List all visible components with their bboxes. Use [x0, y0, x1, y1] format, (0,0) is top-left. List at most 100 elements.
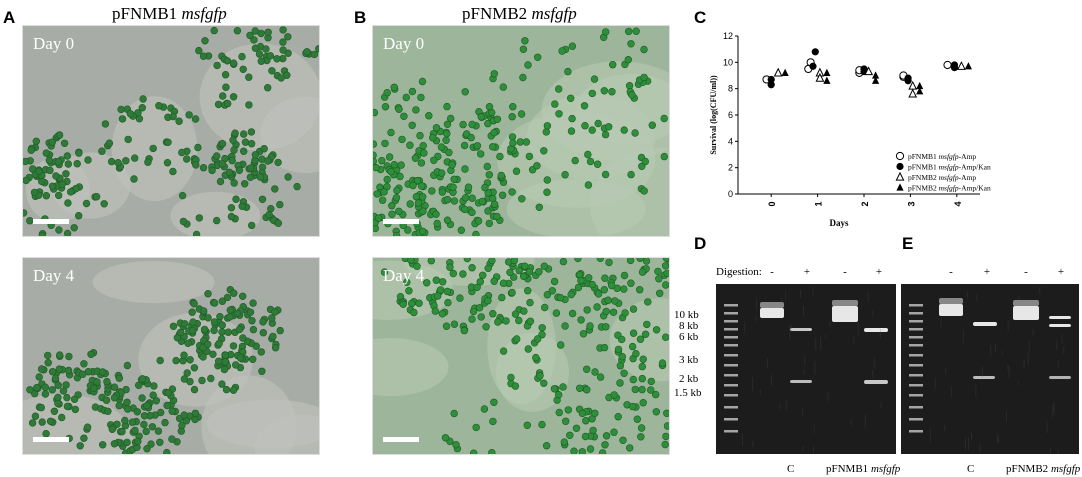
gel-d-lane-mark-3: - [838, 266, 852, 278]
data-point-series-1 [944, 61, 951, 68]
survival-chart-points [763, 48, 972, 97]
ladder-band [909, 328, 923, 331]
survival-chart-axes: 0246810120 1 2 3 4DaysSurvival (log(CFU/ml)) [710, 31, 980, 228]
x-tick-label: 4 [953, 201, 963, 206]
ladder-band [909, 384, 923, 387]
gel-band [1013, 300, 1039, 306]
gel-e-lane-mark-2: + [980, 266, 994, 278]
ladder-band [909, 354, 923, 357]
digestion-label: Digestion: [716, 266, 762, 278]
gel-d-label-plasmid-main: pFNMB1 [826, 463, 868, 475]
gel-d-lane-mark-1: - [765, 266, 779, 278]
data-point-series-4 [782, 69, 789, 76]
ladder-band [909, 394, 923, 397]
size-label-3kb: 3 kb [679, 354, 698, 366]
micrograph-b-day4-cells [373, 258, 669, 454]
y-tick-label: 10 [723, 57, 733, 67]
ladder-band [909, 344, 923, 347]
scale-bar-b-day0 [383, 219, 419, 224]
ladder-band [724, 418, 738, 421]
gel-e-lane-mark-1: - [944, 266, 958, 278]
legend-label-4: pFNMB2 msfgfp-Amp/Kan [908, 184, 991, 193]
panel-a-title-main: pFNMB1 [112, 4, 177, 23]
scale-bar-a-day0 [33, 219, 69, 224]
ladder-band [909, 430, 923, 433]
size-label-1-5kb: 1.5 kb [674, 387, 702, 399]
gel-band [864, 380, 888, 384]
y-tick-label: 0 [728, 189, 733, 199]
y-tick-label: 8 [728, 84, 733, 94]
x-tick-label: 1 [814, 201, 824, 206]
panel-a-title-italic: msfgfp [181, 4, 226, 23]
gel-d-label-plasmid: pFNMB1 msfgfp [826, 463, 900, 475]
panel-letter-e: E [902, 234, 913, 254]
gel-band [760, 302, 784, 308]
micrograph-b-day0-cells [373, 26, 669, 236]
legend-marker-2 [896, 163, 903, 170]
x-tick-label: 3 [906, 201, 916, 206]
data-point-series-2 [812, 48, 819, 55]
day-label-b-day0: Day 0 [383, 34, 424, 54]
gel-e-label-plasmid-main: pFNMB2 [1006, 463, 1048, 475]
ladder-band [724, 304, 738, 307]
ladder-band [909, 406, 923, 409]
y-axis-label: Survival (log(CFU/ml)) [710, 75, 718, 155]
gel-d-bands [716, 284, 896, 454]
ladder-band [724, 364, 738, 367]
ladder-band [724, 336, 738, 339]
gel-d-label-c: C [787, 463, 794, 475]
gel-band [832, 306, 858, 322]
ladder-band [724, 406, 738, 409]
panel-letter-b: B [354, 8, 366, 28]
ladder-band [724, 320, 738, 323]
day-label-a-day0: Day 0 [33, 34, 74, 54]
data-point-series-4 [872, 71, 879, 78]
gel-band [760, 308, 784, 318]
ladder-band [909, 364, 923, 367]
gel-band [790, 380, 812, 383]
gel-band [1049, 316, 1071, 319]
gel-e-bands [901, 284, 1079, 454]
legend-marker-1 [896, 152, 903, 159]
scale-bar-b-day4 [383, 437, 419, 442]
gel-d-lane-mark-2: + [800, 266, 814, 278]
ladder-band [724, 328, 738, 331]
day-label-b-day4: Day 4 [383, 266, 424, 286]
day-label-a-day4: Day 4 [33, 266, 74, 286]
legend-marker-3 [896, 173, 903, 180]
micrograph-b-day4: Day 4 [372, 257, 670, 455]
data-point-series-2 [768, 76, 775, 83]
data-point-series-3 [958, 62, 965, 69]
ladder-band [909, 336, 923, 339]
legend-marker-4 [896, 183, 903, 190]
gel-band [973, 376, 995, 379]
gel-d-label-plasmid-italic: msfgfp [871, 463, 900, 475]
ladder-band [909, 304, 923, 307]
panel-b-title-italic: msfgfp [531, 4, 576, 23]
survival-chart: 0246810120 1 2 3 4DaysSurvival (log(CFU/ml))… [710, 26, 1082, 236]
ladder-band [724, 394, 738, 397]
panel-b-title: pFNMB2 msfgfp [462, 4, 577, 24]
data-point-series-2 [904, 75, 911, 82]
gel-band [1049, 376, 1071, 379]
gel-band [790, 328, 812, 331]
data-point-series-4 [916, 82, 923, 89]
micrograph-a-day4-cells [23, 258, 319, 454]
ladder-band [724, 430, 738, 433]
gel-d-lane-mark-4: + [872, 266, 886, 278]
ladder-band [724, 354, 738, 357]
panel-a-title: pFNMB1 msfgfp [112, 4, 227, 24]
gel-band [1013, 306, 1039, 320]
micrograph-b-day0: Day 0 [372, 25, 670, 237]
size-label-6kb: 6 kb [679, 331, 698, 343]
panel-b-title-main: pFNMB2 [462, 4, 527, 23]
gel-band [832, 300, 858, 306]
data-point-series-4 [823, 77, 830, 84]
micrograph-a-day0: Day 0 [22, 25, 320, 237]
x-axis-label: Days [829, 218, 848, 228]
micrograph-a-day0-cells [23, 26, 319, 236]
ladder-band [724, 384, 738, 387]
data-point-series-3 [909, 90, 916, 97]
micrograph-a-day4: Day 4 [22, 257, 320, 455]
gel-e-lane-mark-3: - [1019, 266, 1033, 278]
